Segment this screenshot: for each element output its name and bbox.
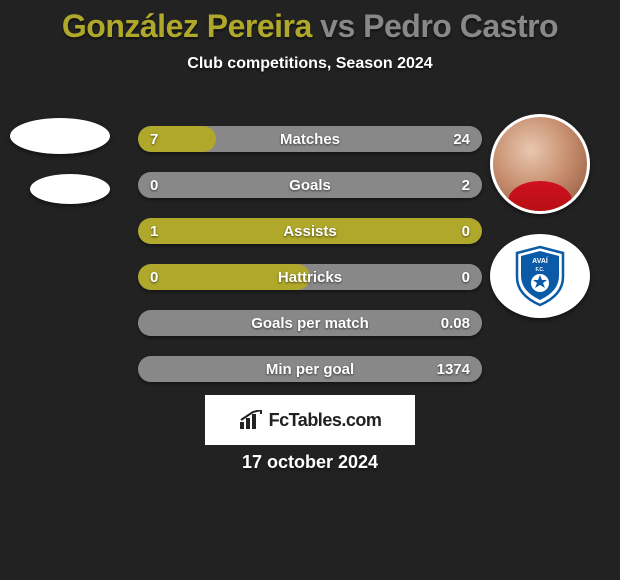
stats-container: Matches724Goals02Assists10Hattricks00Goa… — [138, 126, 482, 402]
player-left-club-badge — [30, 174, 110, 204]
stat-value-right: 0 — [462, 264, 470, 290]
stat-value-left: 7 — [150, 126, 158, 152]
stat-value-right: 24 — [453, 126, 470, 152]
stat-label: Goals — [138, 172, 482, 198]
stat-bar: Goals per match0.08 — [138, 310, 482, 336]
chart-icon — [239, 410, 263, 430]
stat-label: Goals per match — [138, 310, 482, 336]
comparison-title: González Pereira vs Pedro Castro — [0, 0, 620, 45]
stat-value-right: 2 — [462, 172, 470, 198]
player-right-name: Pedro Castro — [363, 8, 558, 44]
stat-value-right: 1374 — [437, 356, 470, 382]
stat-value-right: 0.08 — [441, 310, 470, 336]
stat-label: Hattricks — [138, 264, 482, 290]
player-left-name: González Pereira — [62, 8, 312, 44]
branding-label: FcTables.com — [269, 410, 382, 431]
fctables-logo: FcTables.com — [239, 410, 382, 431]
stat-value-left: 0 — [150, 172, 158, 198]
stat-bar: Matches7 24 — [138, 126, 482, 152]
title-vs: vs — [312, 8, 363, 44]
branding-box[interactable]: FcTables.com — [205, 395, 415, 445]
stat-label: Matches — [138, 126, 482, 152]
stat-label: Min per goal — [138, 356, 482, 382]
footer-date: 17 october 2024 — [0, 452, 620, 473]
player-right-club-badge: AVAÍ F.C. — [490, 234, 590, 318]
stat-bar: Goals0 2 — [138, 172, 482, 198]
svg-text:F.C.: F.C. — [536, 267, 546, 273]
comparison-subtitle: Club competitions, Season 2024 — [0, 55, 620, 73]
stat-value-left: 1 — [150, 218, 158, 244]
stat-bar: Hattricks0 0 — [138, 264, 482, 290]
stat-value-right: 0 — [462, 218, 470, 244]
player-left-avatar — [10, 118, 110, 154]
stat-bar: Min per goal1374 — [138, 356, 482, 382]
stat-value-left: 0 — [150, 264, 158, 290]
player-right-avatar — [490, 114, 590, 214]
stat-bar: Assists1 0 — [138, 218, 482, 244]
club-shield-icon: AVAÍ F.C. — [513, 245, 567, 307]
stat-label: Assists — [138, 218, 482, 244]
svg-text:AVAÍ: AVAÍ — [532, 256, 549, 265]
